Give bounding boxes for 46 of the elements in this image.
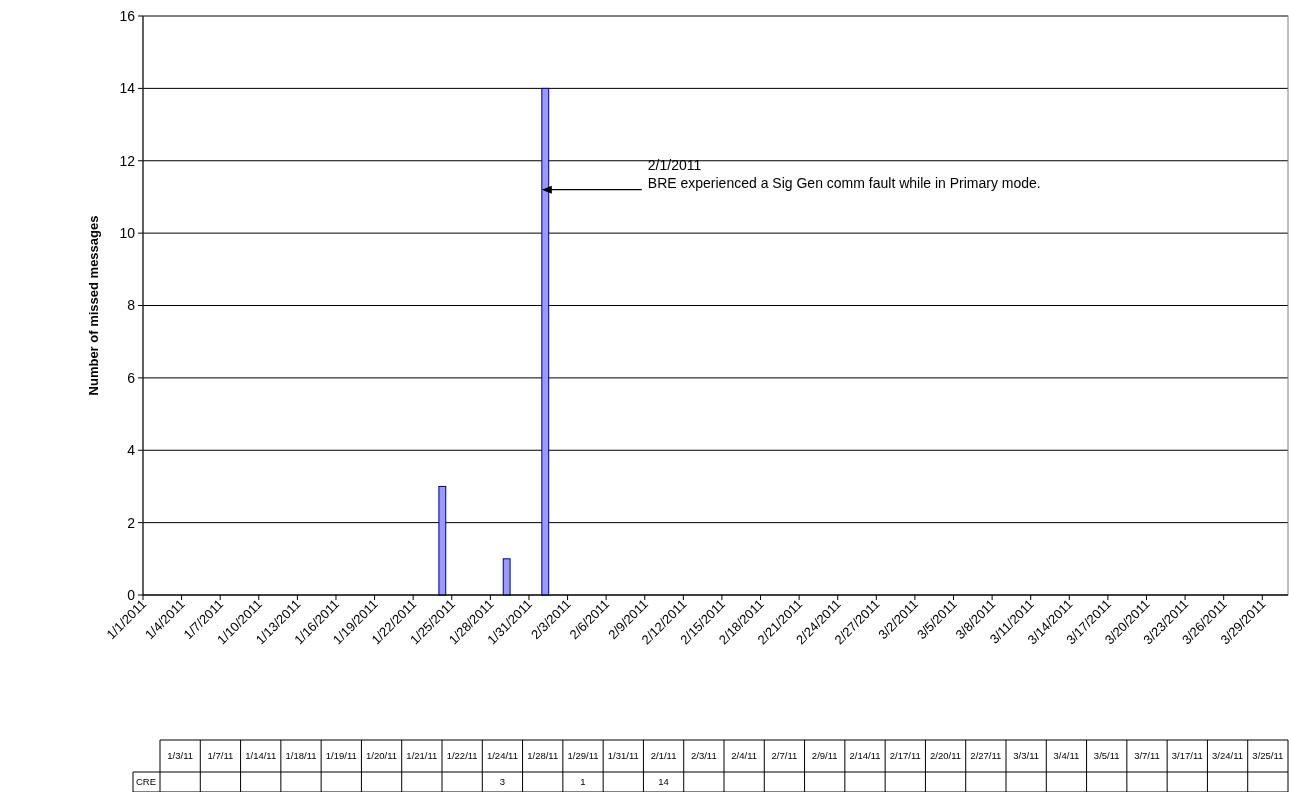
y-tick-label: 0 [127, 586, 136, 603]
category-label: 3/24/11 [1212, 750, 1244, 762]
y-tick-label: 16 [119, 7, 136, 24]
category-label: 3/25/11 [1252, 750, 1284, 762]
category-label: 3/17/11 [1171, 750, 1203, 762]
category-label: 2/7/11 [771, 750, 798, 762]
category-label: 1/29/11 [567, 750, 599, 762]
category-label: 1/24/11 [486, 750, 518, 762]
category-label: 2/27/11 [970, 750, 1002, 762]
y-tick-label: 2 [127, 514, 136, 531]
category-label: 3/4/11 [1053, 750, 1080, 762]
data-label: 3 [499, 776, 506, 788]
y-tick-label: 12 [119, 152, 136, 169]
y-tick-label: 8 [127, 297, 136, 314]
category-label: 1/31/11 [607, 750, 639, 762]
bar [541, 87, 550, 596]
y-tick-label: 6 [127, 369, 136, 386]
category-label: 2/20/11 [930, 750, 962, 762]
category-label: 1/22/11 [446, 750, 478, 762]
bar [438, 485, 447, 596]
legend-label: CRE [136, 776, 157, 788]
category-label: 2/3/11 [691, 750, 717, 762]
category-label: 1/7/11 [207, 750, 234, 762]
category-label: 1/28/11 [527, 750, 559, 762]
y-tick-label: 10 [119, 225, 136, 242]
category-label: 2/1/11 [650, 750, 677, 762]
category-label: 1/21/11 [406, 750, 438, 762]
category-label: 2/4/11 [731, 750, 757, 762]
category-label: 3/7/11 [1134, 750, 1160, 762]
category-label: 2/9/11 [811, 750, 838, 762]
data-label: 1 [580, 776, 586, 788]
category-label: 1/18/11 [285, 750, 317, 762]
category-label: 1/19/11 [325, 750, 357, 762]
y-tick-label: 4 [127, 442, 136, 459]
category-label: 1/20/11 [366, 750, 398, 762]
category-label: 2/17/11 [889, 750, 921, 762]
category-label: 3/3/11 [1013, 750, 1039, 762]
category-label: 1/14/11 [245, 750, 277, 762]
category-label: 1/3/11 [167, 750, 193, 762]
category-label: 3/5/11 [1093, 750, 1120, 762]
annotation: 2/1/2011 BRE experienced a Sig Gen comm fault while in Primary mode. [647, 156, 1041, 191]
category-label: 2/14/11 [849, 750, 881, 762]
data-label: 14 [658, 776, 669, 788]
y-axis-title: Number of missed messages [86, 215, 101, 396]
y-tick-label: 14 [119, 80, 136, 97]
bar [502, 558, 511, 596]
